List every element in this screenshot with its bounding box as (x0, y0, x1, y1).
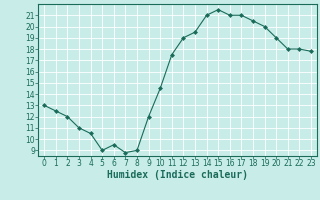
X-axis label: Humidex (Indice chaleur): Humidex (Indice chaleur) (107, 170, 248, 180)
